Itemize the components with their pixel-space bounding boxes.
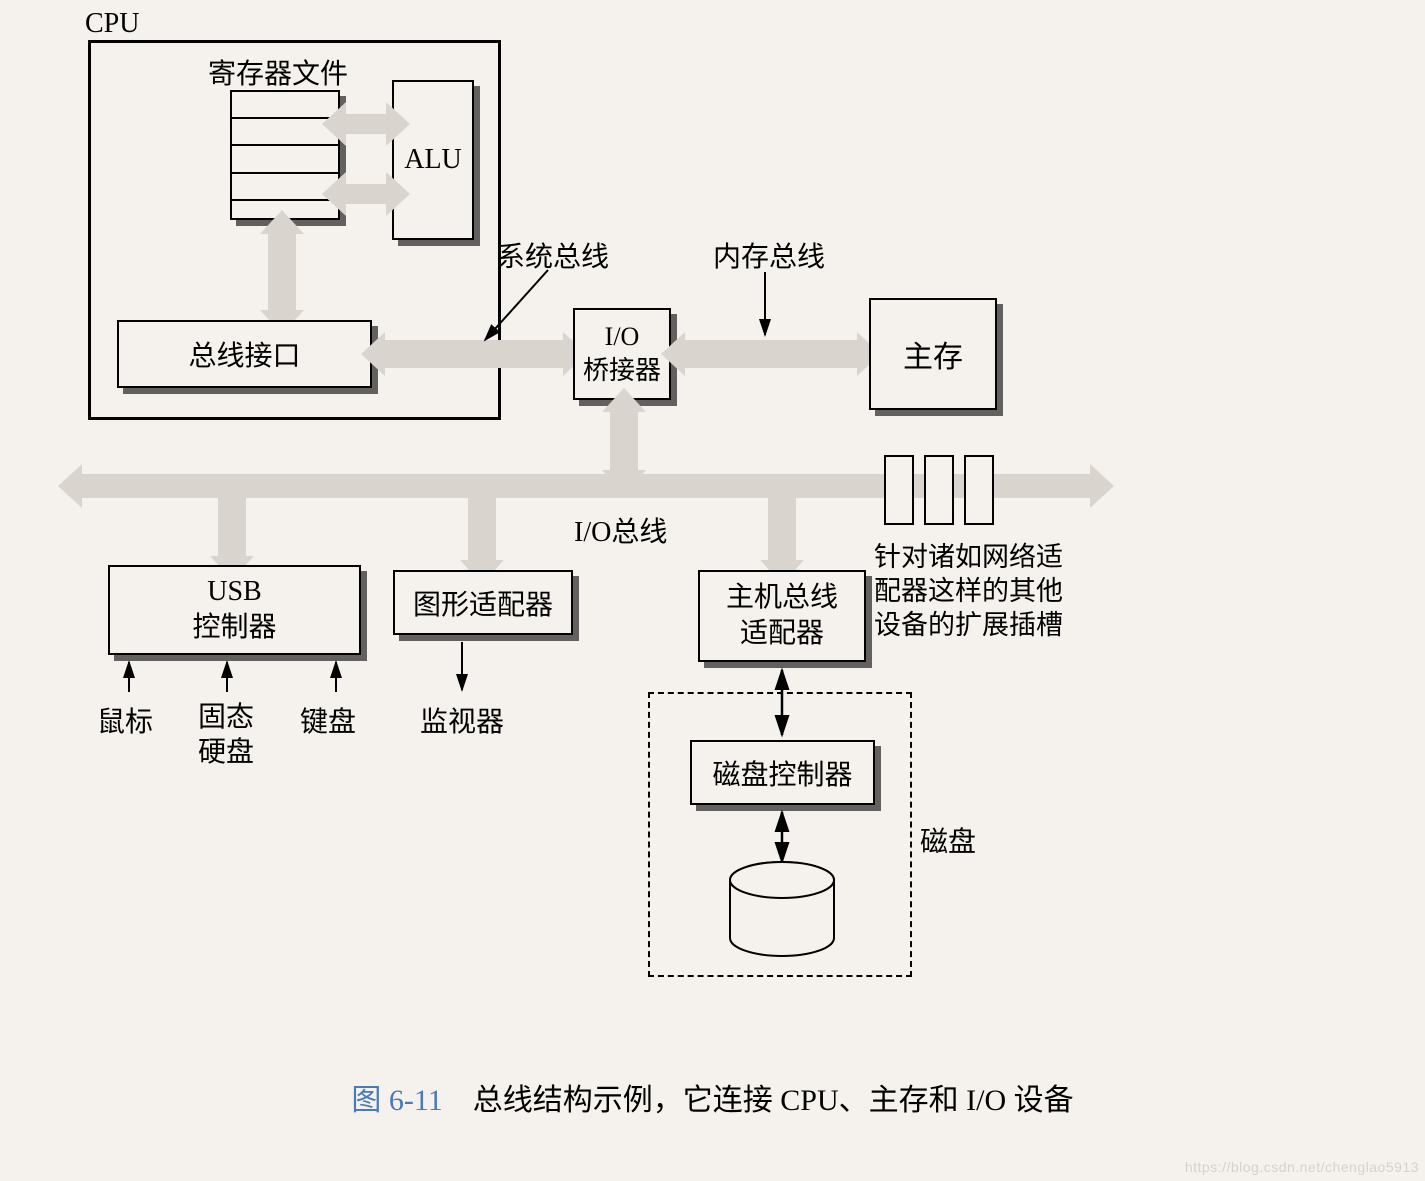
main-memory-box: 主存 xyxy=(869,298,997,410)
bus-interface-box: 总线接口 xyxy=(117,320,372,388)
expansion-line1: 针对诸如网络适 xyxy=(874,540,1063,574)
expansion-line3: 设备的扩展插槽 xyxy=(874,608,1063,642)
io-bridge-box: I/O 桥接器 xyxy=(573,308,671,400)
usb-controller-box: USB 控制器 xyxy=(108,565,361,655)
arrow-system-bus xyxy=(385,340,563,368)
arrow-usb-up xyxy=(218,498,246,556)
arrow-memory-bus xyxy=(685,340,857,368)
expansion-slot xyxy=(924,455,954,525)
caption-prefix: 图 6-11 xyxy=(351,1084,442,1117)
mouse-label: 鼠标 xyxy=(97,700,153,740)
memory-bus-label: 内存总线 xyxy=(713,235,825,275)
watermark-text: https://blog.csdn.net/chenglao5913 xyxy=(1185,1159,1419,1175)
expansion-slots-label: 针对诸如网络适 配器这样的其他 设备的扩展插槽 xyxy=(874,540,1063,642)
arrow-reg-busiface xyxy=(268,234,296,310)
arrow-hba-up xyxy=(768,498,796,560)
register-row xyxy=(232,146,338,173)
register-file-label: 寄存器文件 xyxy=(208,52,348,92)
monitor-label: 监视器 xyxy=(420,700,504,740)
arrow-reg-alu-top xyxy=(346,114,386,134)
hba-line2: 适配器 xyxy=(740,616,824,652)
system-bus-label: 系统总线 xyxy=(497,235,609,275)
expansion-slot xyxy=(964,455,994,525)
caption-text: 总线结构示例，它连接 CPU、主存和 I/O 设备 xyxy=(473,1084,1074,1117)
ssd-label: 固态 硬盘 xyxy=(198,700,254,770)
arrow-reg-alu-bottom xyxy=(346,184,386,204)
figure-caption: 图 6-11 总线结构示例，它连接 CPU、主存和 I/O 设备 xyxy=(0,1075,1425,1119)
disk-dashed-box xyxy=(648,692,912,977)
host-bus-adapter-box: 主机总线 适配器 xyxy=(698,570,866,662)
usb-line2: 控制器 xyxy=(192,610,276,646)
hba-line1: 主机总线 xyxy=(726,580,838,616)
expansion-slot xyxy=(884,455,914,525)
keyboard-label: 键盘 xyxy=(300,700,356,740)
cpu-label: CPU xyxy=(85,8,139,40)
io-bridge-line1: I/O xyxy=(605,320,640,354)
graphics-adapter-box: 图形适配器 xyxy=(393,570,573,635)
usb-line1: USB xyxy=(207,574,261,610)
arrow-gfx-up xyxy=(468,498,496,560)
arrow-bridge-down xyxy=(610,412,638,470)
disk-label: 磁盘 xyxy=(920,820,976,860)
disk-controller-box: 磁盘控制器 xyxy=(690,740,875,805)
expansion-line2: 配器这样的其他 xyxy=(874,574,1063,608)
io-bus-label: I/O总线 xyxy=(574,510,667,550)
io-bridge-line2: 桥接器 xyxy=(583,354,661,388)
